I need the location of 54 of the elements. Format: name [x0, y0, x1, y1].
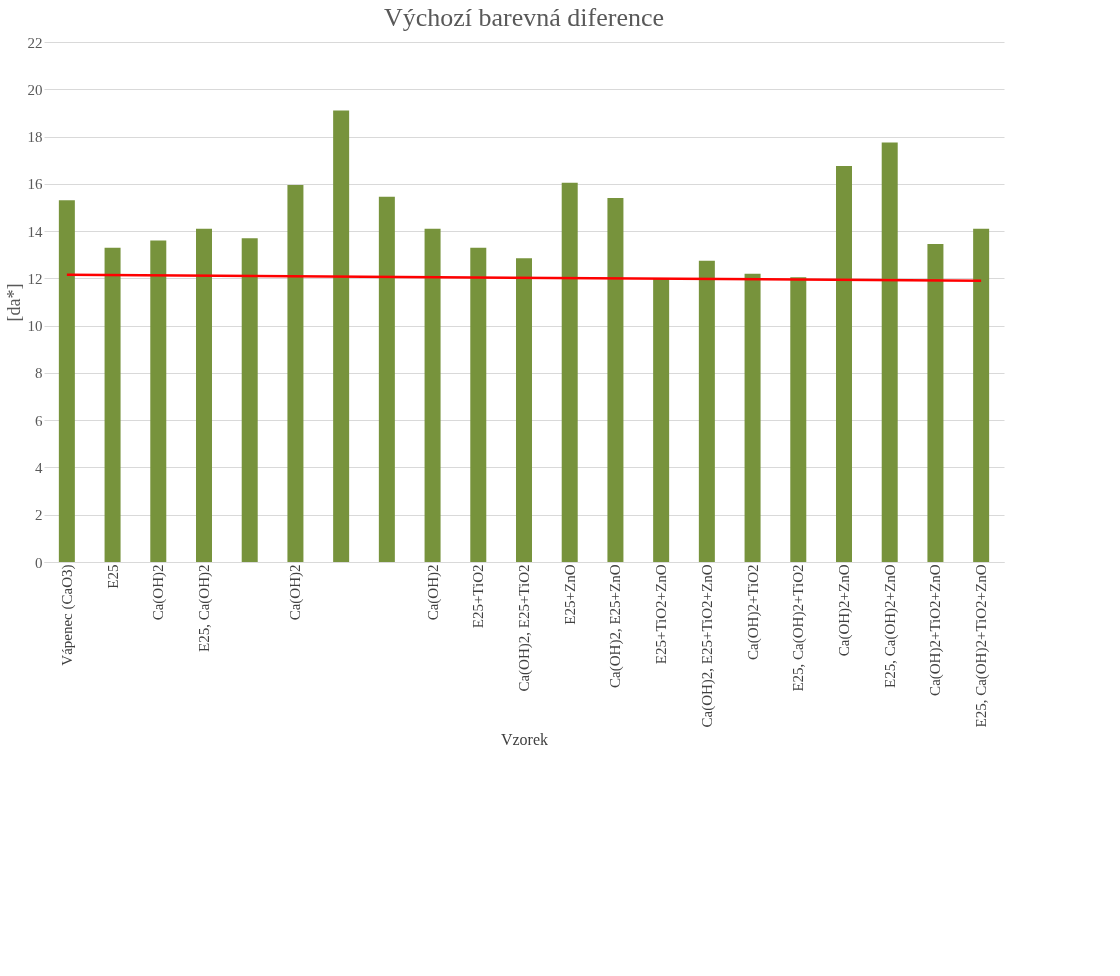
y-tick-label: 12 [27, 270, 43, 287]
y-tick-label: 14 [27, 223, 43, 240]
x-tick-label: E25, Ca(OH)2+ZnO [881, 564, 899, 688]
x-tick-label: Ca(OH)2, E25+TiO2+ZnO [698, 564, 716, 728]
x-tick-label: E25+TiO2 [470, 564, 487, 629]
bar [287, 185, 304, 562]
bar [241, 238, 258, 562]
x-tick-label: Ca(OH)2 [424, 564, 442, 621]
bar [378, 196, 395, 562]
bar [836, 166, 852, 562]
chart-title: Výchozí barevná diference [383, 3, 665, 32]
bar [790, 277, 807, 562]
x-tick-label: Ca(OH)2, E25+ZnO [607, 564, 625, 688]
bar [698, 260, 715, 562]
y-tick-label: 2 [35, 507, 43, 524]
x-axis-title: Vzorek [500, 730, 549, 748]
x-tick-label: E25+TiO2+ZnO [653, 564, 670, 665]
y-axis-title: [da*] [3, 283, 24, 322]
bar [516, 258, 532, 562]
x-tick-label: Ca(OH)2 [287, 564, 305, 621]
bar [927, 244, 944, 562]
x-tick-label: Ca(OH)2 [150, 564, 168, 621]
y-tick-label: 18 [27, 129, 43, 146]
y-tick-label: 22 [27, 34, 43, 51]
bar [881, 142, 898, 562]
y-tick-label: 20 [27, 81, 43, 98]
bar [561, 182, 578, 562]
bar [653, 278, 670, 562]
x-tick-label: Ca(OH)2+ZnO [836, 564, 853, 657]
x-tick-label: E25, Ca(OH)2+TiO2 [790, 564, 808, 692]
bar [424, 228, 441, 562]
y-tick-label: 4 [35, 459, 43, 476]
bar [607, 198, 624, 562]
x-tick-label: E25 [104, 564, 121, 589]
x-tick-label: E25, Ca(OH)2 [196, 564, 213, 652]
bar [196, 228, 212, 562]
bar [58, 200, 75, 562]
bar [150, 240, 167, 562]
y-tick-label: 0 [35, 554, 43, 571]
bar [744, 273, 761, 562]
bar [104, 247, 121, 562]
y-tick-label: 16 [27, 176, 43, 193]
bar [973, 228, 990, 562]
x-tick-label: Ca(OH)2+TiO2+ZnO [927, 564, 945, 696]
x-tick-label: E25+ZnO [561, 564, 578, 625]
bar [333, 110, 350, 562]
x-tick-label: Vápenec (CaO3) [58, 564, 76, 666]
x-tick-label: Ca(OH)2, E25+TiO2 [516, 564, 533, 692]
y-tick-label: 10 [27, 318, 43, 335]
bar [470, 247, 487, 562]
x-tick-label: Ca(OH)2+TiO2 [744, 564, 762, 660]
x-tick-label: E25, Ca(OH)2+TiO2+ZnO [973, 564, 991, 728]
y-tick-label: 6 [35, 412, 43, 429]
y-tick-label: 8 [35, 365, 43, 382]
